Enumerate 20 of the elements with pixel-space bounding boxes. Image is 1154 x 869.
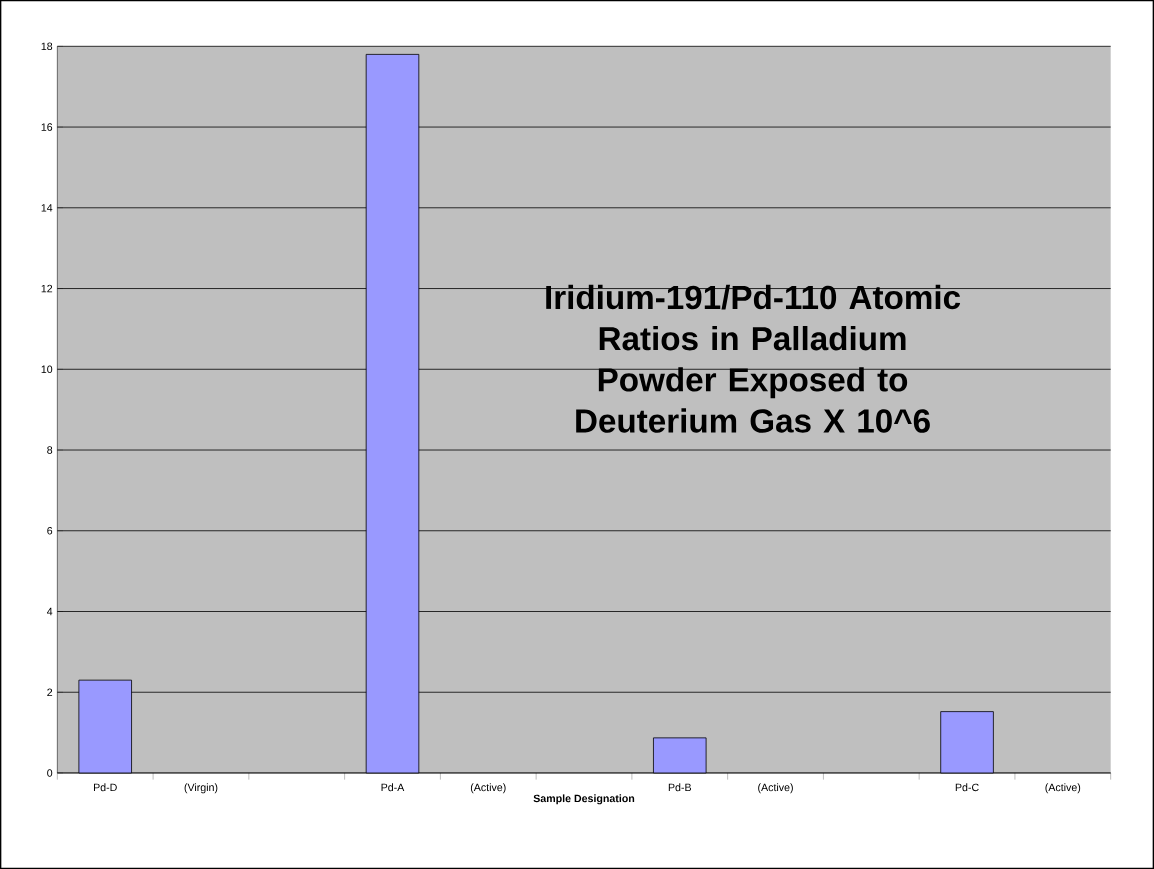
y-tick-label: 12 [41,284,53,293]
y-tick-label: 18 [41,42,53,51]
y-tick-label: 0 [47,769,53,777]
x-axis-title: Sample Designation [533,794,635,805]
x-tick-label: Pd-B [668,783,692,792]
text: Iridium-191/Pd-110 Atomic Ratios in Palladium Powder Exposed to Deuterium Gas X 10^6 [546,284,961,433]
x-tick-label: Pd-D [93,783,117,792]
x-tick-label: (Active) [1045,783,1081,794]
y-tick-label: 6 [47,527,53,535]
y-tick-label: 10 [41,365,53,374]
x-tick-label: (Virgin) [184,783,218,794]
x-tick-label: Pd-C [955,783,979,792]
y-tick-label: 16 [41,123,53,131]
y-tick-label: 8 [47,446,53,454]
y-tick-label: 2 [47,688,53,696]
x-tick-label: (Active) [470,783,506,794]
y-tick-label: 14 [41,204,53,212]
y-tick-label: 4 [46,607,53,616]
x-tick-label: Pd-A [381,783,405,792]
x-tick-label: (Active) [758,783,793,794]
